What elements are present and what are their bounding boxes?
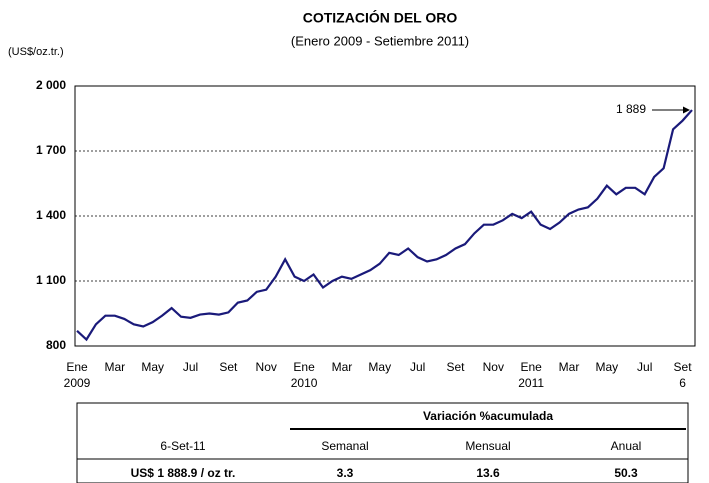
chart-subtitle: (Enero 2009 - Setiembre 2011) — [291, 33, 469, 48]
table-cell: 3.3 — [337, 466, 354, 480]
table-cell: 13.6 — [476, 466, 500, 480]
y-axis-label: (US$/oz.tr.) — [8, 46, 64, 58]
x-tick-label: May — [596, 360, 619, 374]
x-tick-label: Nov — [256, 360, 277, 374]
chart-title: COTIZACIÓN DEL ORO — [303, 9, 458, 26]
x-tick-label: Mar — [105, 360, 126, 374]
table-header: Anual — [611, 439, 642, 453]
x-tick-label: Mar — [559, 360, 580, 374]
table-header: Semanal — [321, 439, 368, 453]
annotation: 1 889 — [616, 102, 646, 116]
x-tick-label: Set — [219, 360, 238, 374]
table-frame — [76, 402, 689, 483]
x-year-label: 2010 — [291, 376, 318, 390]
annotation-arrowhead — [683, 106, 690, 114]
table-header: 6-Set-11 — [160, 439, 205, 453]
x-tick-label: May — [141, 360, 164, 374]
x-year-label: 2009 — [64, 376, 91, 390]
y-tick-label: 1 400 — [36, 208, 66, 222]
x-tick-label: Mar — [332, 360, 353, 374]
y-tick-label: 1 100 — [36, 273, 66, 287]
y-tick-label: 1 700 — [36, 143, 66, 157]
x-tick-label: Jul — [637, 360, 652, 374]
x-year-label: 6 — [679, 376, 686, 390]
x-tick-label: Set — [446, 360, 465, 374]
x-tick-label: May — [368, 360, 391, 374]
x-tick-label: Set — [674, 360, 693, 374]
x-tick-label: Ene — [66, 360, 88, 374]
x-tick-label: Jul — [410, 360, 425, 374]
x-tick-label: Ene — [293, 360, 315, 374]
x-year-label: 2011 — [518, 376, 544, 390]
x-tick-label: Nov — [483, 360, 504, 374]
y-tick-label: 800 — [46, 338, 66, 352]
table-group-header: Variación %acumulada — [423, 409, 553, 423]
table-cell: US$ 1 888.9 / oz tr. — [131, 466, 236, 480]
x-tick-label: Ene — [520, 360, 542, 374]
table-header: Mensual — [465, 439, 510, 453]
y-tick-label: 2 000 — [36, 78, 66, 92]
line — [76, 109, 693, 342]
table-cell: 50.3 — [614, 466, 638, 480]
x-tick-label: Jul — [183, 360, 198, 374]
